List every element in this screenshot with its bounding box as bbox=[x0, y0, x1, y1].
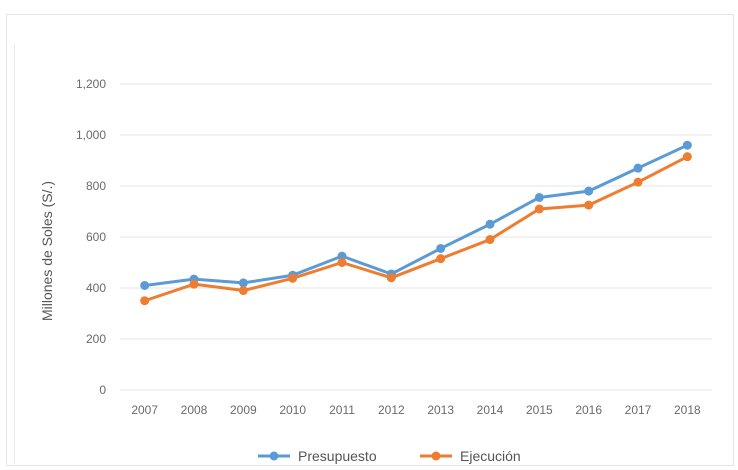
x-tick-label: 2015 bbox=[526, 403, 553, 417]
data-point bbox=[140, 296, 150, 306]
data-point bbox=[584, 186, 594, 196]
data-point bbox=[386, 273, 396, 283]
data-point bbox=[682, 152, 692, 162]
x-tick-label: 2012 bbox=[378, 403, 405, 417]
data-point bbox=[238, 278, 248, 288]
y-tick-label: 800 bbox=[86, 179, 106, 193]
data-point bbox=[534, 204, 544, 214]
x-tick-label: 2018 bbox=[674, 403, 701, 417]
x-tick-label: 2010 bbox=[279, 403, 306, 417]
series-line bbox=[143, 155, 689, 303]
legend-item-ejecución: Ejecución bbox=[420, 448, 521, 464]
data-point bbox=[288, 273, 298, 283]
legend-label: Ejecución bbox=[460, 448, 521, 464]
y-tick-label: 400 bbox=[86, 281, 106, 295]
y-tick-label: 200 bbox=[86, 332, 106, 346]
y-tick-label: 1,000 bbox=[76, 128, 106, 142]
data-point bbox=[337, 251, 347, 261]
y-tick-label: 600 bbox=[86, 230, 106, 244]
data-point bbox=[534, 192, 544, 202]
chart-frame bbox=[6, 14, 734, 466]
series-presupuesto bbox=[140, 140, 692, 290]
legend-item-presupuesto: Presupuesto bbox=[258, 448, 377, 464]
series-lines bbox=[140, 140, 692, 306]
data-point bbox=[238, 286, 248, 296]
data-point bbox=[633, 177, 643, 187]
x-tick-label: 2009 bbox=[230, 403, 257, 417]
x-tick-label: 2017 bbox=[625, 403, 652, 417]
y-tick-label: 0 bbox=[99, 383, 106, 397]
series-line bbox=[143, 143, 689, 287]
data-point bbox=[140, 280, 150, 290]
legend-marker bbox=[269, 451, 279, 461]
x-tick-label: 2013 bbox=[427, 403, 454, 417]
series-ejecución bbox=[140, 152, 692, 306]
y-axis-title: Millones de Soles (S/.) bbox=[39, 181, 55, 321]
data-point bbox=[485, 219, 495, 229]
x-tick-labels: 2007 2008 2009 2010 2011 2012 2013 2014 2015 2016… bbox=[131, 403, 701, 417]
data-point bbox=[584, 200, 594, 210]
y-tick-labels: 0 200 400 600 800 1,000 1,200 bbox=[76, 77, 106, 397]
legend: Presupuesto Ejecución bbox=[258, 448, 521, 464]
data-point bbox=[682, 140, 692, 150]
data-point bbox=[337, 258, 347, 267]
gridlines bbox=[120, 83, 712, 391]
chart-inner-frame bbox=[14, 44, 732, 464]
x-tick-label: 2011 bbox=[329, 403, 355, 417]
x-tick-label: 2016 bbox=[575, 403, 602, 417]
x-tick-label: 2008 bbox=[181, 403, 208, 417]
legend-label: Presupuesto bbox=[298, 448, 377, 464]
data-point bbox=[436, 254, 446, 264]
data-point bbox=[436, 243, 446, 253]
data-point bbox=[189, 279, 199, 289]
x-tick-label: 2014 bbox=[477, 403, 504, 417]
data-point bbox=[485, 235, 495, 245]
y-tick-label: 1,200 bbox=[76, 77, 106, 91]
legend-marker bbox=[431, 451, 441, 461]
data-point bbox=[633, 163, 643, 173]
x-tick-label: 2007 bbox=[131, 403, 158, 417]
